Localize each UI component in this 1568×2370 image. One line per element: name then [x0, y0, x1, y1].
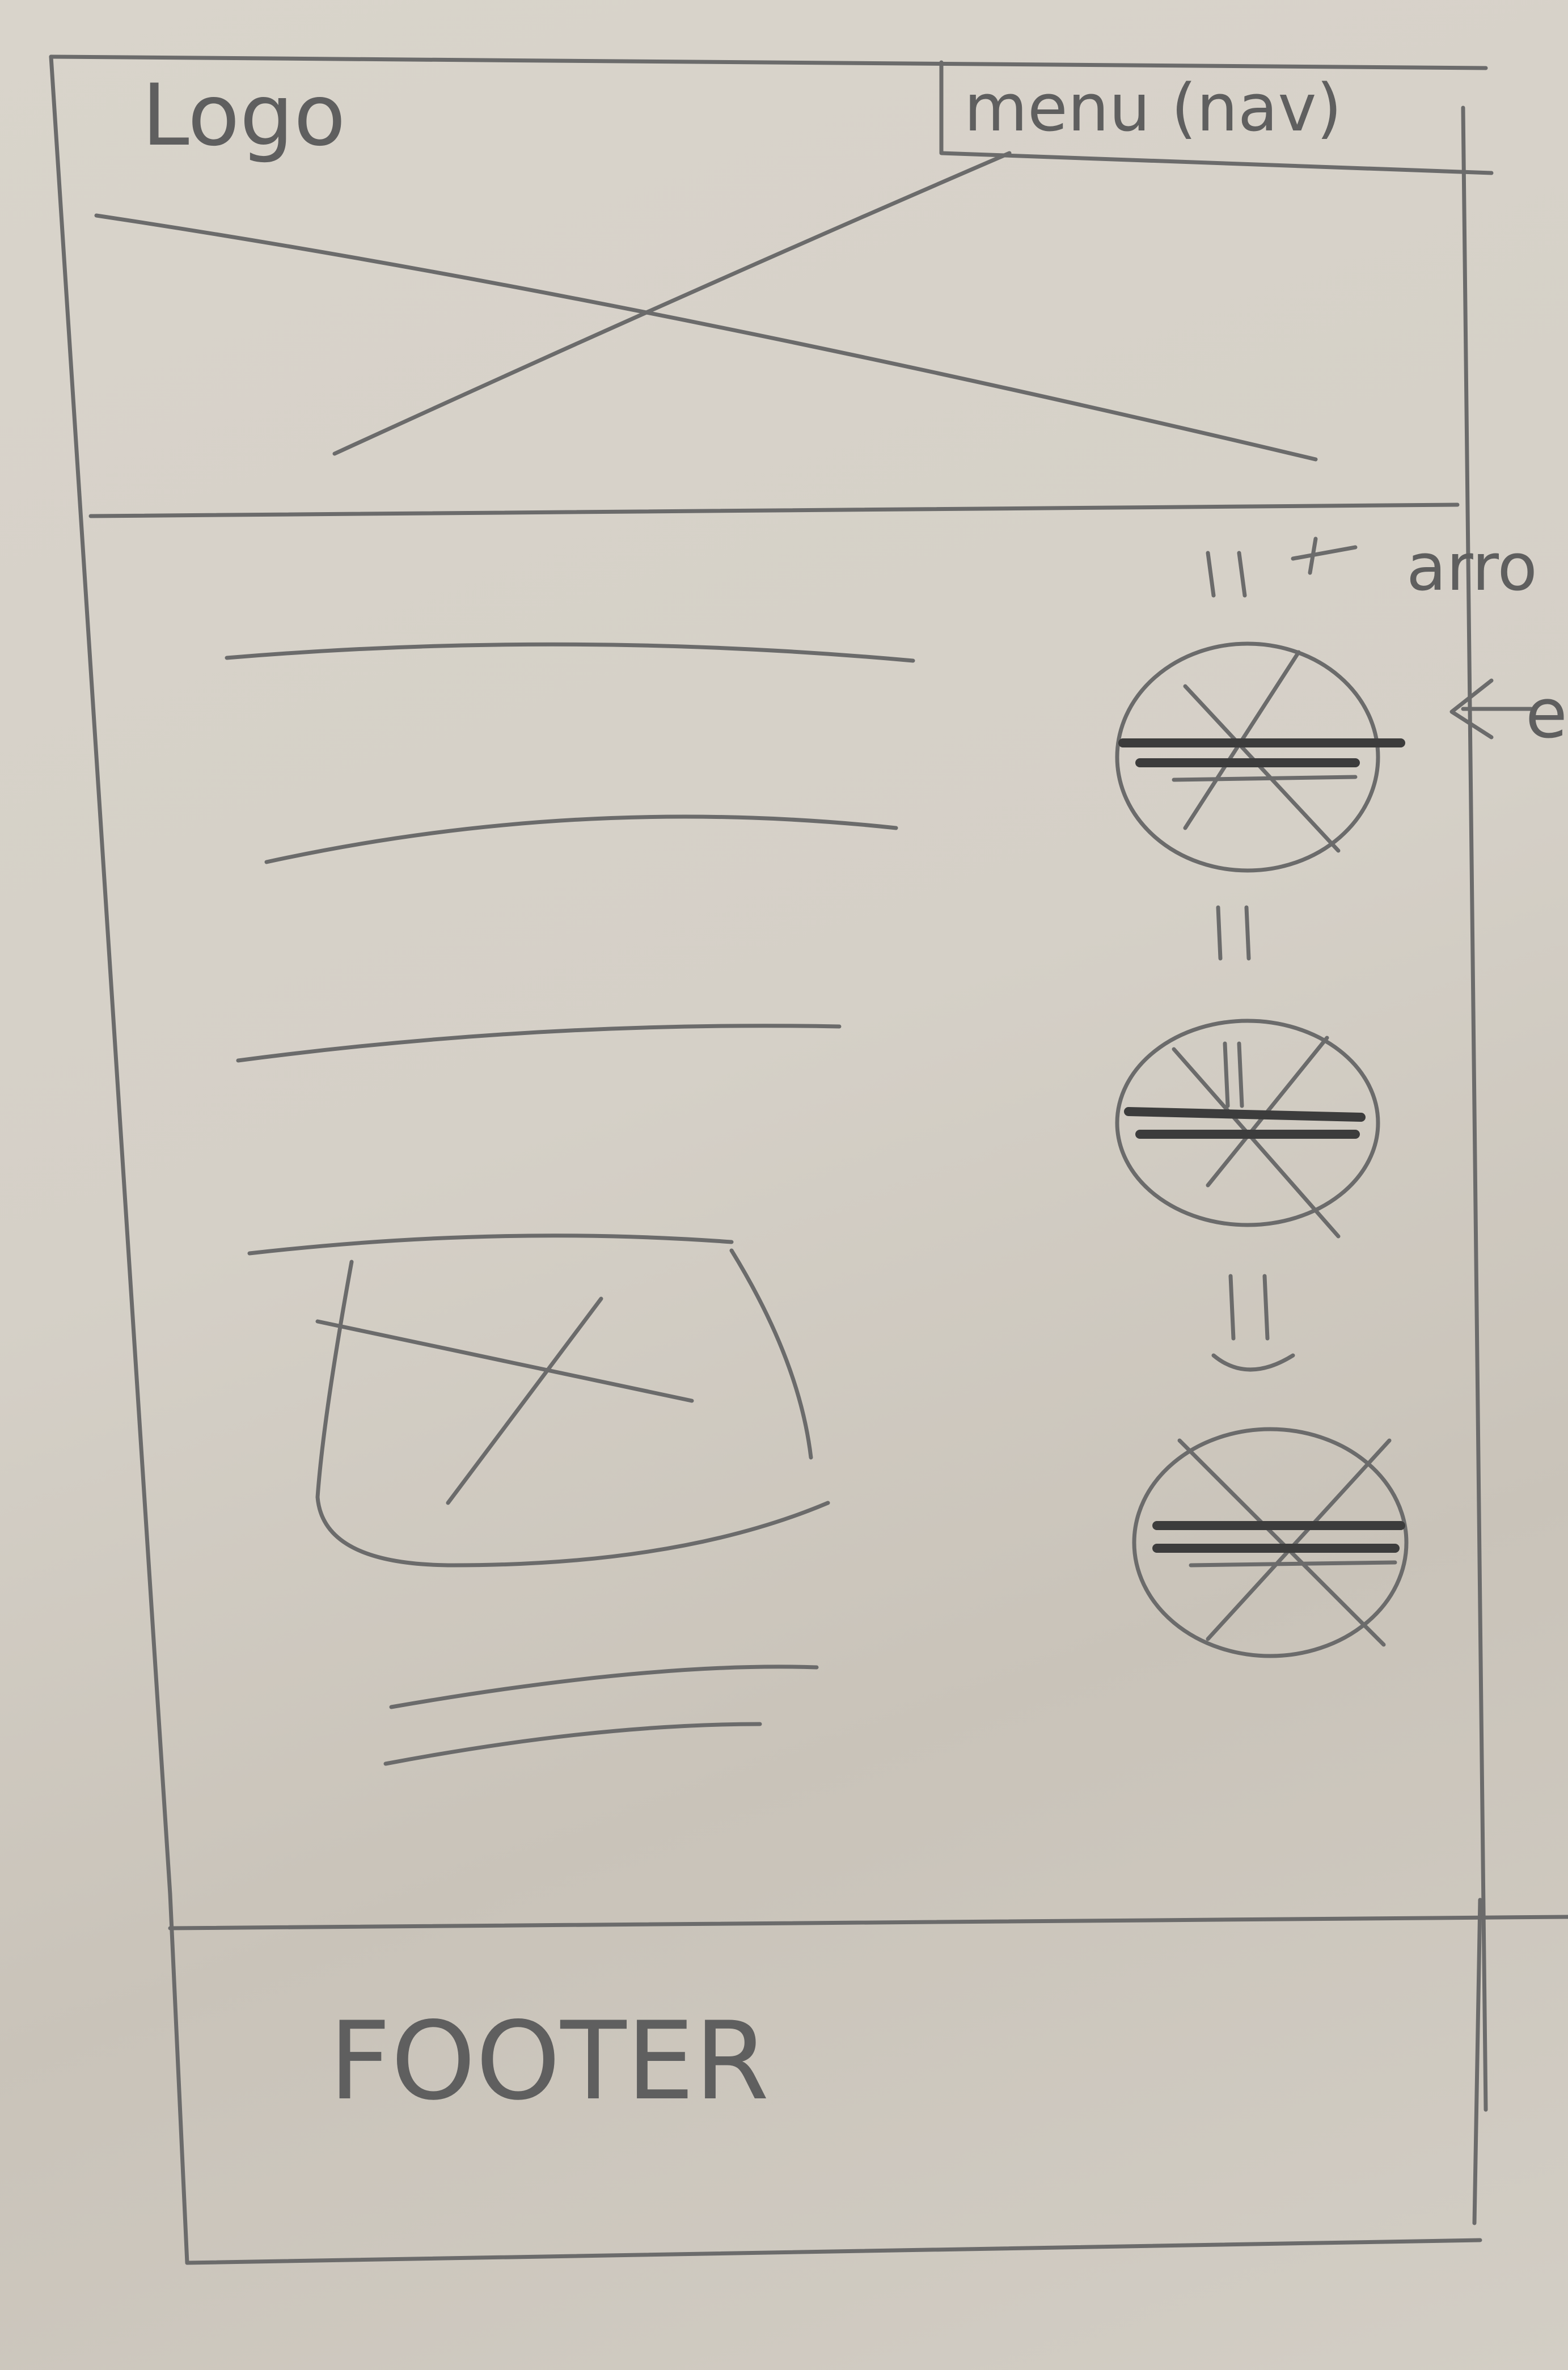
hero-image-placeholder [94, 151, 1318, 462]
header-divider [88, 502, 1460, 518]
text-line [389, 1665, 819, 1709]
content-image-placeholder [247, 1233, 830, 1568]
menu-nav-label: menu (nav) [964, 70, 1342, 146]
footer: FOOTER [168, 1898, 1568, 2225]
connector-1 [1216, 905, 1251, 961]
footer-label: FOOTER [329, 1999, 770, 2124]
logo[interactable]: Logo [142, 66, 346, 165]
arrow-annotation: arro [1206, 530, 1537, 606]
page-frame [49, 54, 1488, 2265]
header: Logo menu (nav) [142, 60, 1494, 175]
caption-text [383, 1665, 819, 1766]
content-text [225, 642, 915, 1063]
circle-button-3[interactable] [1132, 1427, 1409, 1658]
text-line [264, 814, 898, 864]
side-annotation: e [1449, 675, 1567, 754]
text-line [225, 642, 915, 663]
text-line [236, 1024, 842, 1063]
connector-2 [1211, 1274, 1295, 1372]
circle-button-2[interactable] [1115, 1019, 1380, 1239]
circle-button-1[interactable] [1115, 641, 1405, 873]
text-line [383, 1722, 762, 1766]
arrow-note: arro [1406, 530, 1537, 606]
menu-nav-button[interactable]: menu (nav) [939, 60, 1494, 175]
side-note: e [1525, 675, 1567, 754]
